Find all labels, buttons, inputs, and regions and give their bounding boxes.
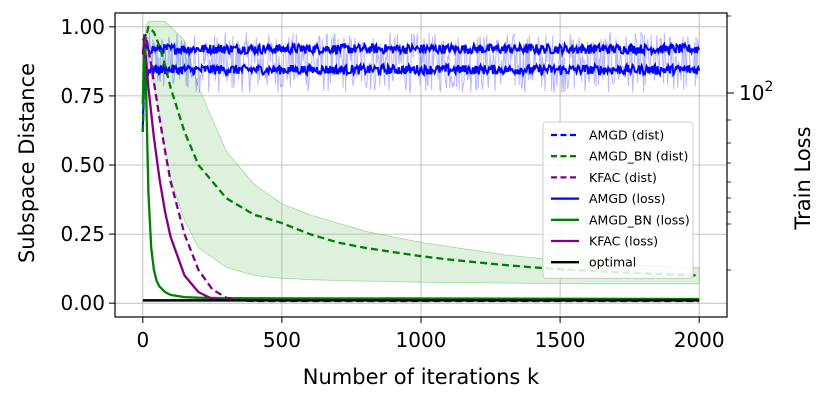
legend-label: AMGD (dist) bbox=[589, 128, 664, 143]
amgd-bn-loss-line bbox=[141, 33, 700, 301]
x-tick-label: 500 bbox=[263, 328, 301, 352]
legend-label: optimal bbox=[589, 255, 636, 270]
amgd-loss-noise bbox=[146, 31, 700, 93]
amgd-bn-dist-band bbox=[142, 20, 700, 285]
legend: AMGD (dist) AMGD_BN (dist) KFAC (dist) AMGD… bbox=[542, 121, 694, 279]
x-tick-label: 2000 bbox=[674, 328, 725, 352]
y2-tick-label: 102 bbox=[739, 79, 773, 105]
x-tick-label: 1500 bbox=[535, 328, 586, 352]
x-tick-label: 1000 bbox=[396, 328, 447, 352]
y-tick-label: 0.00 bbox=[60, 291, 105, 315]
grid bbox=[115, 13, 727, 317]
legend-label: KFAC (dist) bbox=[589, 170, 657, 185]
y2-axis: 102 bbox=[727, 15, 773, 271]
x-tick-label: 0 bbox=[136, 328, 149, 352]
amgd-loss-line-lower bbox=[141, 61, 701, 132]
y-axis-label: Subspace Distance bbox=[15, 63, 39, 263]
legend-box bbox=[542, 121, 694, 279]
amgd-loss-line-upper bbox=[141, 40, 701, 132]
y2-tick-exponent: 2 bbox=[764, 79, 773, 95]
kfac-dist-line bbox=[141, 33, 700, 303]
y-tick-label: 0.50 bbox=[60, 153, 105, 177]
legend-label: AMGD (loss) bbox=[589, 191, 666, 206]
y-axis: 0.00 0.25 0.50 0.75 1.00 bbox=[60, 15, 115, 315]
legend-label: AMGD_BN (dist) bbox=[589, 149, 688, 164]
y-tick-label: 0.25 bbox=[60, 222, 105, 246]
y-tick-label: 1.00 bbox=[60, 15, 105, 39]
legend-label: AMGD_BN (loss) bbox=[589, 212, 690, 227]
y-tick-label: 0.75 bbox=[60, 84, 105, 108]
legend-label: KFAC (loss) bbox=[589, 234, 658, 249]
x-axis: 0 500 1000 1500 2000 bbox=[136, 317, 725, 352]
series-lines bbox=[141, 25, 701, 303]
y2-axis-label: Train Loss bbox=[791, 126, 815, 230]
x-axis-label: Number of iterations k bbox=[303, 365, 540, 389]
